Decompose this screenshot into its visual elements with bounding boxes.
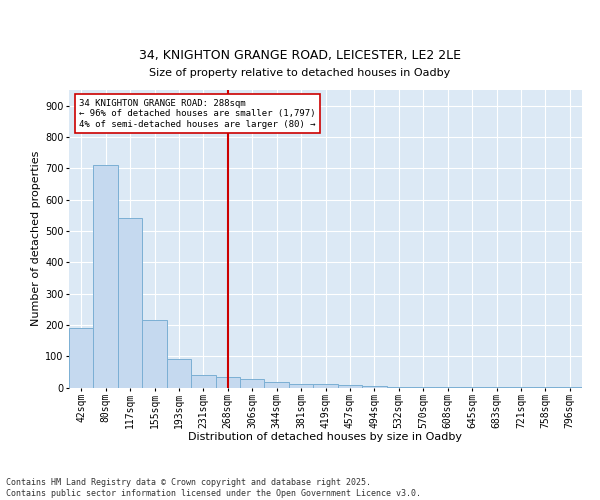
Text: Contains HM Land Registry data © Crown copyright and database right 2025.
Contai: Contains HM Land Registry data © Crown c…	[6, 478, 421, 498]
Y-axis label: Number of detached properties: Number of detached properties	[31, 151, 41, 326]
Text: 34, KNIGHTON GRANGE ROAD, LEICESTER, LE2 2LE: 34, KNIGHTON GRANGE ROAD, LEICESTER, LE2…	[139, 50, 461, 62]
X-axis label: Distribution of detached houses by size in Oadby: Distribution of detached houses by size …	[188, 432, 463, 442]
Bar	[411, 386, 436, 388]
Bar	[142, 320, 167, 388]
Text: 34 KNIGHTON GRANGE ROAD: 288sqm
← 96% of detached houses are smaller (1,797)
4% : 34 KNIGHTON GRANGE ROAD: 288sqm ← 96% of…	[79, 99, 316, 128]
Bar	[362, 386, 386, 388]
Bar	[265, 382, 289, 388]
Bar	[94, 165, 118, 388]
Bar	[240, 378, 265, 388]
Bar	[118, 218, 142, 388]
Bar	[386, 386, 411, 388]
Bar	[69, 328, 94, 388]
Text: Size of property relative to detached houses in Oadby: Size of property relative to detached ho…	[149, 68, 451, 78]
Bar	[557, 387, 582, 388]
Bar	[215, 376, 240, 388]
Bar	[289, 384, 313, 388]
Bar	[338, 385, 362, 388]
Bar	[167, 360, 191, 388]
Bar	[313, 384, 338, 388]
Bar	[191, 375, 215, 388]
